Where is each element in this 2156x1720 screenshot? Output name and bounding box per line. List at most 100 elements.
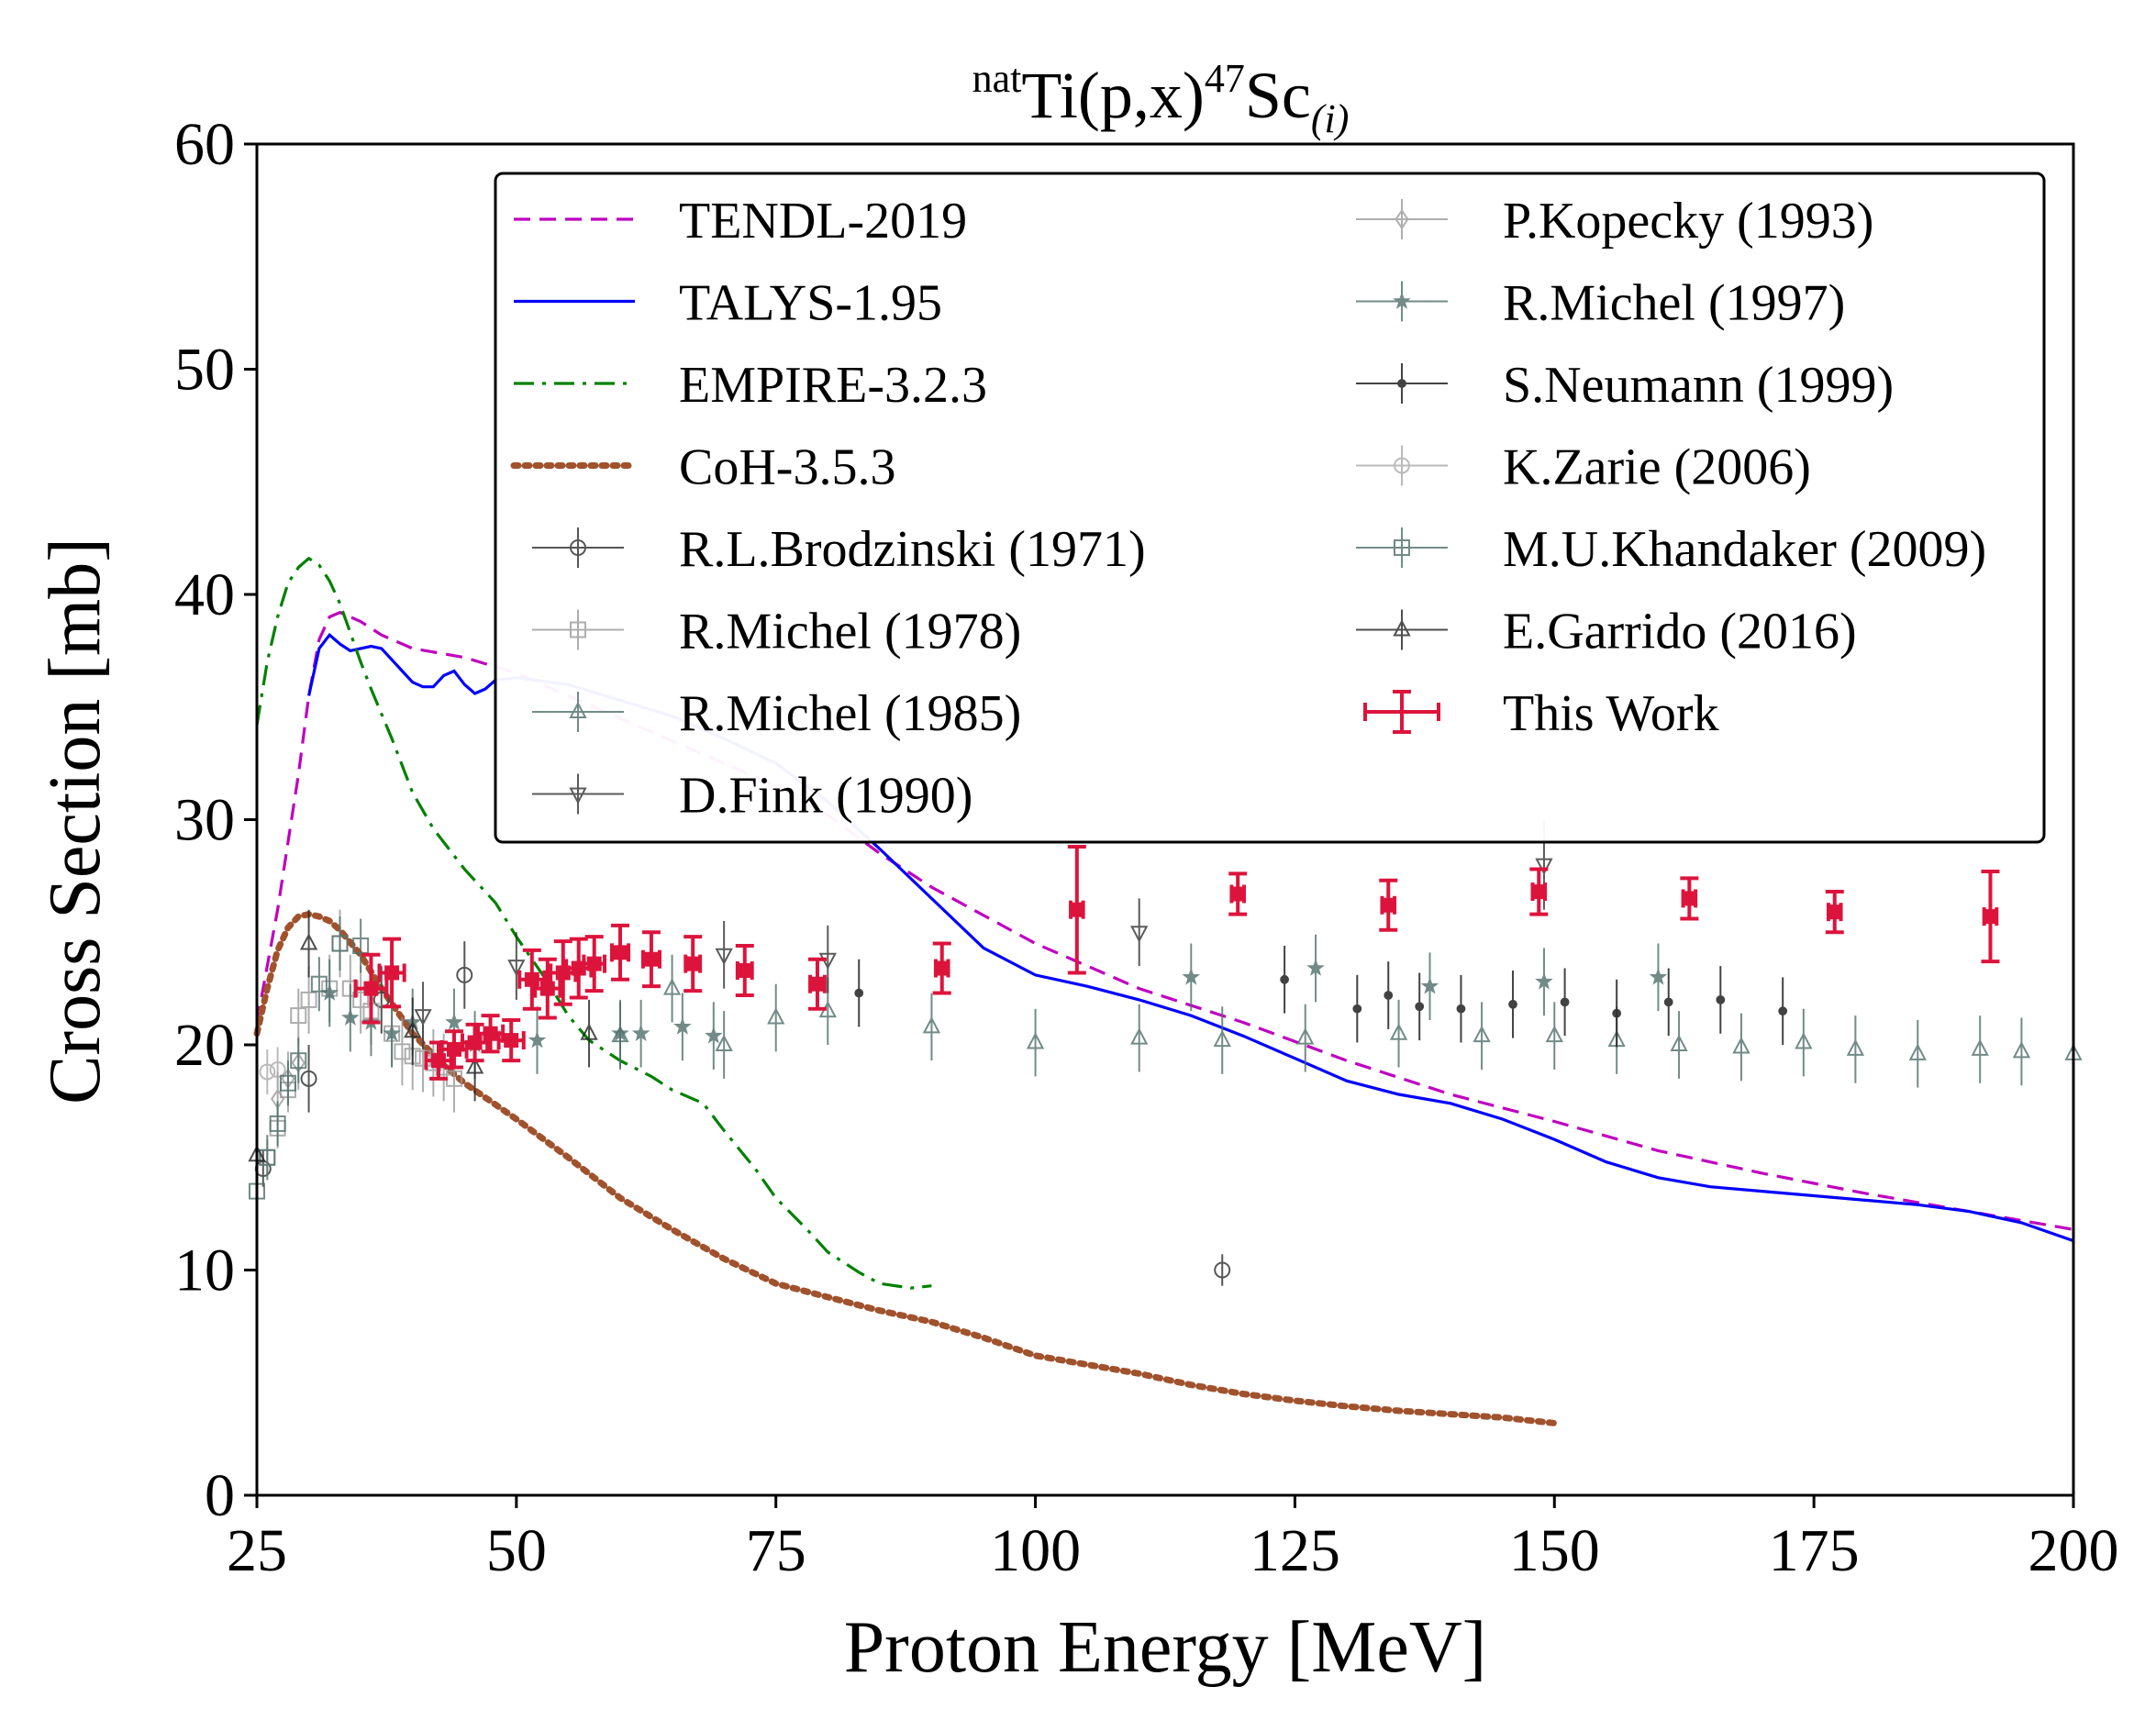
legend-label: S.Neumann (1999) [1503,357,1894,414]
series-r-l-brodzinski-1971 [254,941,1231,1286]
y-tick-label: 30 [174,787,235,854]
data-point [934,960,950,976]
data-point [1420,976,1439,994]
data-point [1214,1261,1231,1279]
data-point [1682,891,1697,906]
y-tick-label: 10 [174,1237,235,1304]
data-point [299,933,318,950]
legend-marker [1394,539,1410,556]
legend-marker [1394,457,1410,474]
legend-box [494,172,2046,844]
data-point [854,988,864,998]
data-point [1649,968,1668,985]
data-point [352,937,370,954]
curve-empire-3-2-3 [255,556,932,1290]
legend-marker [569,787,587,805]
legend-entry-e-garrido-2016: E.Garrido (2016) [1356,604,1857,660]
data-point [613,945,628,960]
legend-entry-m-u-khandaker-2009: M.U.Khandaker (2009) [1356,521,1986,578]
data-point [1908,1043,1927,1060]
series-d-fink-1990 [414,819,1553,1049]
data-point [922,1016,941,1034]
data-point [662,978,682,995]
data-point [737,962,752,978]
data-point [631,1024,650,1041]
data-point [705,1026,723,1044]
y-tick-label: 0 [205,1462,235,1529]
data-point [352,991,370,1008]
series-r-michel-1985 [611,954,2083,1088]
data-point [1778,1006,1788,1016]
data-point [259,1063,276,1081]
data-point [586,956,602,971]
data-point [456,966,473,983]
legend-marker [570,621,586,638]
legend-marker [1393,292,1411,309]
data-point [715,948,733,966]
axis-ticks: 25 50 75 100 125 150 175 200 0 10 20 30 40 50 60 [174,111,2119,1584]
data-point [1983,909,1998,925]
legend-label: R.L.Brodzinski (1971) [679,521,1146,578]
x-tick-label: 100 [990,1517,1081,1584]
series-k-zarie-2006 [259,1047,286,1095]
legend-marker [1397,379,1406,388]
legend-entry-talys-1-95: TALYS-1.95 [514,275,942,332]
data-point [2012,1041,2031,1059]
data-point [715,1034,733,1051]
data-point [767,1007,785,1025]
legend-marker-group [1356,527,1448,568]
data-point [1213,1029,1231,1048]
x-tick-label: 125 [1250,1517,1340,1584]
legend-marker-group [532,773,624,815]
data-point [483,1026,498,1041]
data-point [1130,1027,1149,1045]
data-point [1545,1025,1563,1043]
data-point [372,991,390,1008]
data-point [259,1149,276,1166]
legend-marker [569,701,587,718]
legend-entry-coh-3-5-3: CoH-3.5.3 [510,439,895,496]
legend-label: CoH-3.5.3 [679,439,895,496]
y-tick-label: 20 [174,1012,235,1079]
data-point [507,960,526,977]
data-point [445,1013,463,1030]
legend-entry-s-neumann-1999: S.Neumann (1999) [1356,357,1894,414]
data-point [1026,1032,1045,1049]
data-point [1535,858,1553,875]
data-point [528,1030,547,1049]
legend-marker-group [1356,363,1448,404]
data-point [310,975,328,993]
data-point [504,1033,519,1049]
curve-tendl-2019 [255,610,2074,1231]
y-tick-label: 50 [174,337,235,404]
data-point [1508,999,1517,1009]
data-point [1846,1038,1865,1056]
data-point [539,981,555,996]
legend-label: TALYS-1.95 [679,275,942,332]
x-tick-label: 150 [1509,1517,1600,1584]
y-axis-label: Cross Section [mb] [35,538,116,1104]
legend-marker-group [1356,281,1448,322]
data-point [279,1074,296,1092]
data-point [414,1009,432,1026]
data-point [1795,1032,1813,1049]
data-point [465,1057,484,1074]
legend-label: This Work [1503,685,1719,742]
legend-label: R.Michel (1997) [1503,275,1845,332]
data-point [1612,1008,1622,1018]
data-point [643,951,659,967]
legend-marker-group [1356,609,1448,650]
data-point [1381,897,1396,913]
title-prefix: nat [972,56,1022,101]
data-point [1384,991,1394,1000]
data-point [1280,974,1290,984]
legend-entry-r-michel-1985: R.Michel (1985) [532,685,1021,742]
data-point [384,965,400,981]
legend-label: K.Zarie (2006) [1503,439,1811,496]
legend-marker-group [532,609,624,650]
x-tick-label: 175 [1769,1517,1860,1584]
legend-entry-r-l-brodzinski-1971: R.L.Brodzinski (1971) [532,521,1146,578]
data-point [580,1023,598,1040]
data-point [300,1070,317,1087]
data-point [1732,1037,1750,1054]
